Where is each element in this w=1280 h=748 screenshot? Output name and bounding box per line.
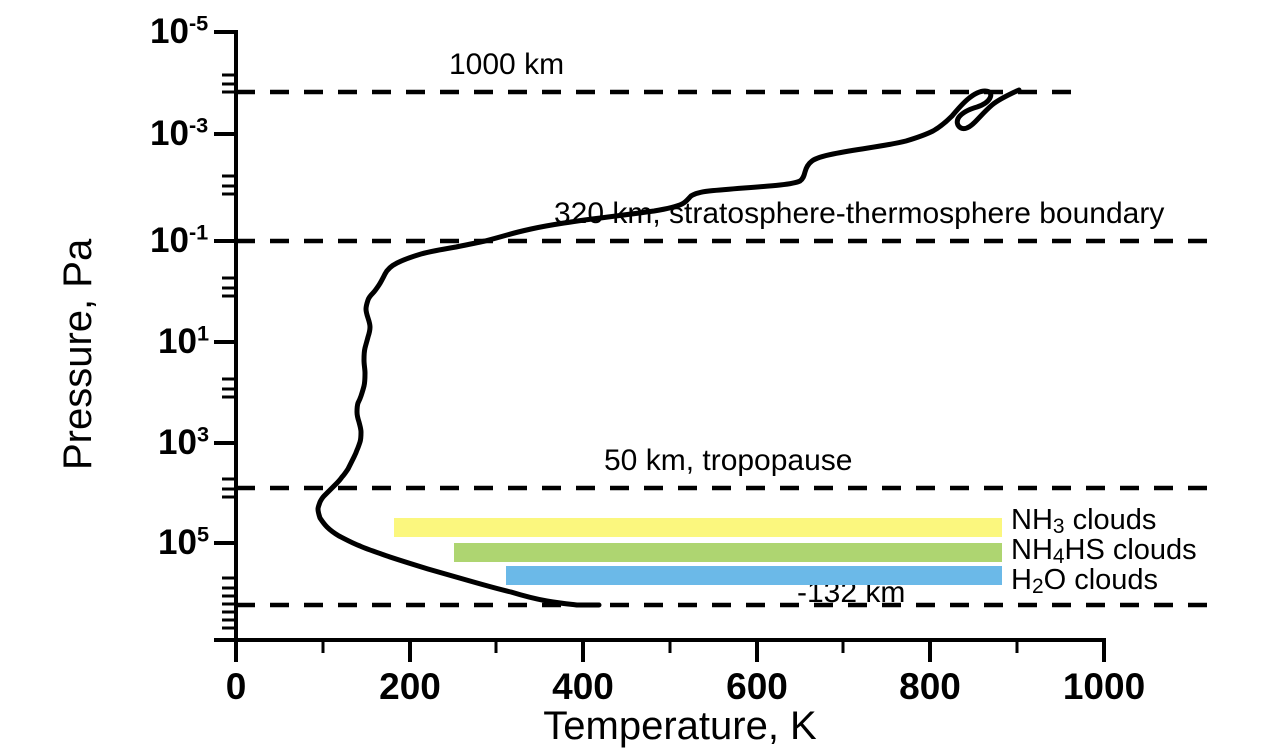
reference-lines-group <box>236 89 1215 608</box>
x-tick-label-0: 0 <box>225 666 247 707</box>
y-tick-exponent-3: -1 <box>188 219 209 245</box>
y-tick-label-5: 103 <box>158 421 209 462</box>
y-axis-title: Pressure, Pa <box>56 238 100 470</box>
y-axis-major-ticks <box>214 30 236 642</box>
annotation-320km: 320 km, stratosphere-thermosphere bounda… <box>554 197 1165 230</box>
y-tick-label-6: 105 <box>158 521 209 562</box>
cloud-bar-nh4hs <box>454 543 1002 562</box>
temperature-profile-curve <box>315 87 1022 608</box>
x-tick-label-1000: 1000 <box>1062 666 1146 707</box>
y-tick-exponent-4: 1 <box>196 320 209 346</box>
y-tick-label-1: 10-5 <box>150 10 209 51</box>
y-tick-label-2: 10-3 <box>150 112 209 153</box>
cloud-bar-h2o <box>506 566 1002 585</box>
y-tick-exponent-1: -5 <box>188 10 209 36</box>
annotation-50km: 50 km, tropopause <box>604 444 853 477</box>
y-tick-label-3: 10-1 <box>150 219 209 260</box>
y-tick-label-4: 101 <box>158 320 209 361</box>
x-axis-title: Temperature, K <box>543 704 817 748</box>
cloud-label-nh3: NH3 clouds <box>1011 504 1157 538</box>
y-tick-exponent-2: -3 <box>188 112 209 138</box>
y-tick-exponent-5: 3 <box>196 421 209 447</box>
plot-canvas <box>214 30 1215 662</box>
y-tick-exponent-6: 5 <box>196 521 209 547</box>
x-tick-label-600: 600 <box>726 666 788 707</box>
x-axis-major-ticks <box>234 640 1106 662</box>
cloud-bar-nh3 <box>394 518 1002 537</box>
y-axis-minor-ticks <box>222 73 236 630</box>
x-tick-label-200: 200 <box>379 666 441 707</box>
annotation-1000km: 1000 km <box>449 48 565 81</box>
cloud-label-nh4hs: NH4HS clouds <box>1011 534 1197 568</box>
cloud-label-h2o: H2O clouds <box>1011 564 1159 598</box>
x-axis-minor-ticks <box>321 640 1019 653</box>
temperature-pressure-profile-figure: Pressure, Pa 10-5 10-3 10-1 101 103 105 … <box>56 10 1215 746</box>
x-tick-label-400: 400 <box>552 666 614 707</box>
x-tick-label-800: 800 <box>899 666 961 707</box>
